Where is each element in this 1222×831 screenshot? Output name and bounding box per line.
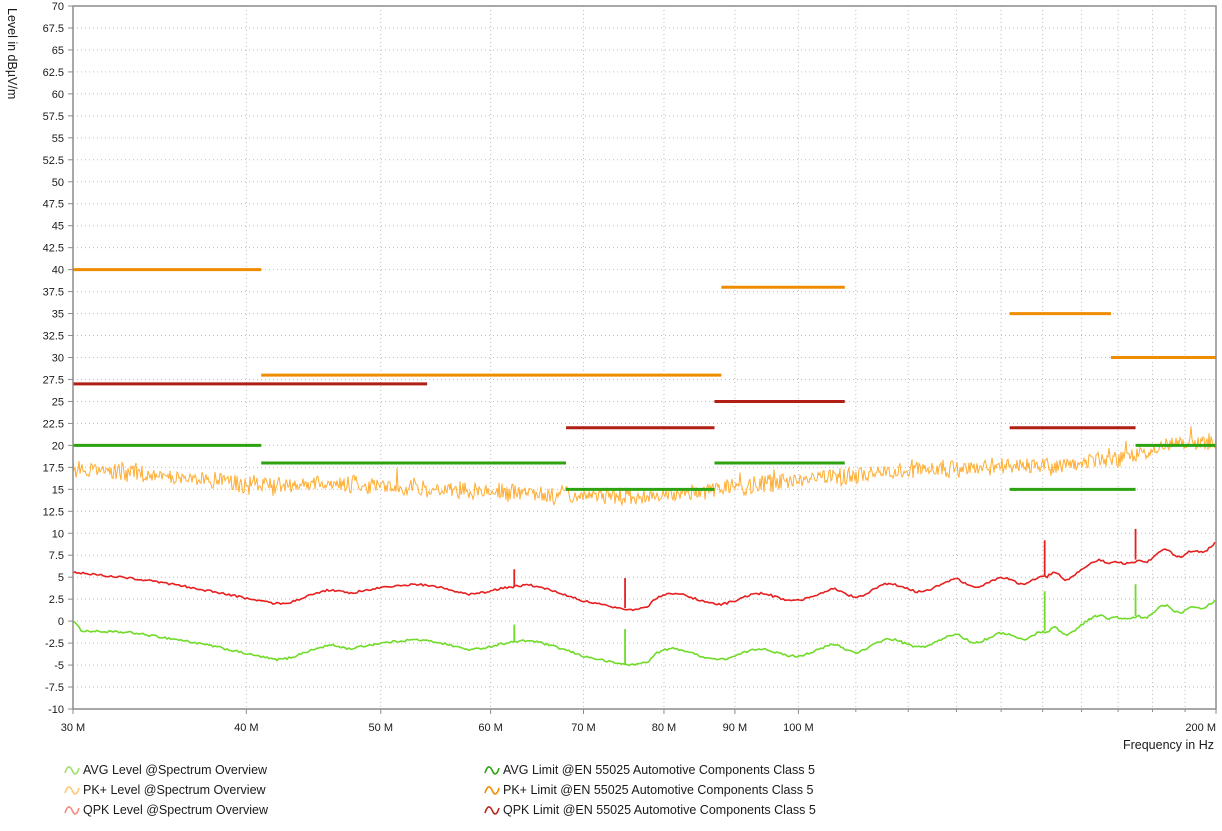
legend-item-pk-limit: PK+ Limit @EN 55025 Automotive Component… [484, 780, 816, 800]
x-tick-label: 60 M [478, 722, 502, 734]
sine-wave-icon [64, 785, 80, 795]
y-tick-label: 62.5 [43, 67, 64, 79]
x-tick-label: 80 M [652, 722, 676, 734]
sine-wave-icon [64, 805, 80, 815]
x-tick-label: 40 M [234, 722, 258, 734]
y-tick-label: 47.5 [43, 199, 64, 211]
y-tick-label: 32.5 [43, 331, 64, 343]
y-tick-label: 70 [52, 1, 64, 13]
y-tick-label: 25 [52, 396, 64, 408]
y-tick-label: 5 [58, 572, 64, 584]
y-tick-label: 30 [52, 353, 64, 365]
y-tick-label: -10 [48, 704, 64, 716]
y-tick-label: 37.5 [43, 287, 64, 299]
y-tick-label: 2.5 [49, 594, 64, 606]
y-tick-label: 45 [52, 221, 64, 233]
legend-item-qpk-limit: QPK Limit @EN 55025 Automotive Component… [484, 800, 816, 820]
x-axis-title: Frequency in Hz [1122, 738, 1214, 752]
sine-wave-icon [484, 765, 500, 775]
legend-item-pk-level: PK+ Level @Spectrum Overview [64, 780, 268, 800]
y-tick-label: 22.5 [43, 418, 64, 430]
y-tick-label: 35 [52, 309, 64, 321]
sine-wave-icon [484, 785, 500, 795]
y-tick-label: -7.5 [45, 682, 64, 694]
y-tick-label: 20 [52, 440, 64, 452]
legend-item-avg-limit: AVG Limit @EN 55025 Automotive Component… [484, 760, 816, 780]
y-tick-label: 17.5 [43, 462, 64, 474]
legend-label: PK+ Level @Spectrum Overview [83, 783, 266, 797]
x-tick-label: 70 M [571, 722, 595, 734]
y-tick-label: 65 [52, 45, 64, 57]
y-tick-label: 60 [52, 89, 64, 101]
y-tick-label: 27.5 [43, 374, 64, 386]
x-tick-label: 50 M [369, 722, 393, 734]
y-tick-label: 52.5 [43, 155, 64, 167]
y-tick-label: 40 [52, 265, 64, 277]
y-tick-label: -5 [54, 660, 64, 672]
y-tick-label: 10 [52, 528, 64, 540]
legend-column-limits: AVG Limit @EN 55025 Automotive Component… [484, 760, 816, 820]
y-axis-title: Level in dBµV/m [5, 8, 19, 100]
legend-item-qpk-level: QPK Level @Spectrum Overview [64, 800, 268, 820]
sine-wave-icon [484, 805, 500, 815]
y-tick-label: 50 [52, 177, 64, 189]
legend-label: QPK Limit @EN 55025 Automotive Component… [503, 803, 816, 817]
y-tick-label: -2.5 [45, 638, 64, 650]
y-tick-label: 15 [52, 484, 64, 496]
legend-column-levels: AVG Level @Spectrum Overview PK+ Level @… [64, 760, 268, 820]
trace-avg_trace [72, 599, 1216, 667]
legend-label: QPK Level @Spectrum Overview [83, 803, 268, 817]
legend-label: AVG Level @Spectrum Overview [83, 763, 268, 777]
x-tick-label: 200 M [1185, 722, 1216, 734]
x-tick-label: 100 M [783, 722, 814, 734]
x-tick-label: 30 M [61, 722, 85, 734]
trace-qpk_trace [72, 541, 1216, 612]
legend-label: PK+ Limit @EN 55025 Automotive Component… [503, 783, 814, 797]
y-tick-label: 42.5 [43, 243, 64, 255]
y-tick-label: 0 [58, 616, 64, 628]
y-tick-label: 7.5 [49, 550, 64, 562]
y-tick-label: 57.5 [43, 111, 64, 123]
y-tick-label: 67.5 [43, 23, 64, 35]
sine-wave-icon [64, 765, 80, 775]
y-tick-label: 12.5 [43, 506, 64, 518]
y-tick-label: 55 [52, 133, 64, 145]
x-tick-label: 90 M [723, 722, 747, 734]
legend-item-avg-level: AVG Level @Spectrum Overview [64, 760, 268, 780]
trace-pk_trace [72, 426, 1217, 507]
legend-label: AVG Limit @EN 55025 Automotive Component… [503, 763, 815, 777]
